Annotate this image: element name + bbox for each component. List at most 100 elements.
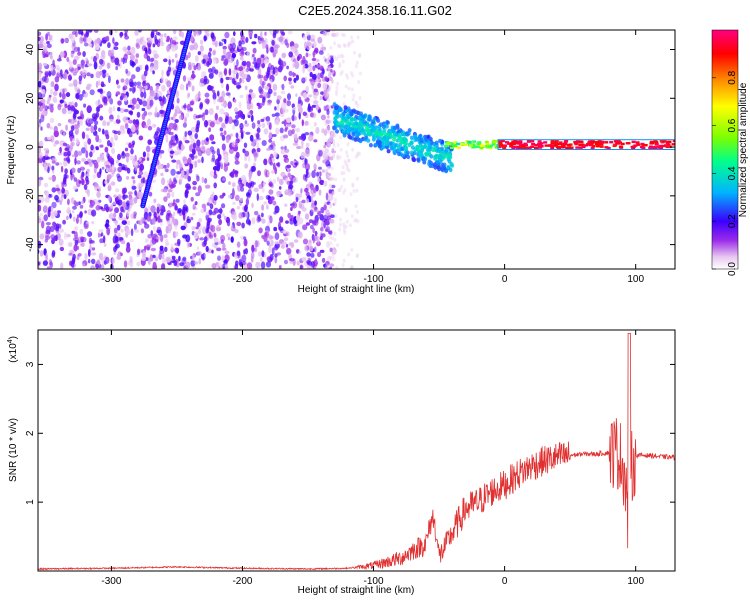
heatmap-cell xyxy=(77,150,82,156)
heatmap-cell xyxy=(57,103,62,111)
heatmap-cell xyxy=(48,193,53,198)
heatmap-cell xyxy=(221,55,227,59)
heatmap-cell xyxy=(231,141,236,148)
heatmap-cell xyxy=(534,147,538,150)
heatmap-cell xyxy=(245,37,249,43)
heatmap-cell xyxy=(125,246,131,253)
heatmap-cell xyxy=(217,214,222,220)
heatmap-cell xyxy=(232,69,238,75)
heatmap-cell xyxy=(351,39,355,44)
heatmap-cell xyxy=(261,234,266,239)
heatmap-cell xyxy=(302,63,306,69)
heatmap-cell xyxy=(515,140,520,143)
heatmap-cell xyxy=(60,194,64,203)
heatmap-cell xyxy=(131,60,135,68)
heatmap-cell xyxy=(280,90,286,95)
heatmap-cell xyxy=(276,117,280,126)
heatmap-cell xyxy=(125,68,128,74)
heatmap-cell xyxy=(310,209,317,213)
heatmap-cell xyxy=(419,138,424,143)
heatmap-cell xyxy=(200,253,205,260)
heatmap-cell xyxy=(285,231,290,237)
heatmap-cell xyxy=(247,182,252,189)
heatmap-cell xyxy=(98,199,102,203)
heatmap-cell xyxy=(280,30,284,35)
heatmap-cell xyxy=(319,179,325,186)
heatmap-cell xyxy=(128,119,133,124)
heatmap-cell xyxy=(117,194,122,200)
heatmap-cell xyxy=(295,74,299,81)
heatmap-cell xyxy=(196,175,200,182)
heatmap-cell xyxy=(163,58,168,63)
heatmap-cell xyxy=(135,103,141,110)
heatmap-cell xyxy=(379,122,383,127)
heatmap-cell xyxy=(196,120,201,127)
heatmap-cell xyxy=(290,46,295,50)
heatmap-cell xyxy=(59,69,63,77)
heatmap-cell xyxy=(316,240,321,247)
colorbar-tick-label: 0.2 xyxy=(727,214,738,228)
heatmap-cell xyxy=(166,242,170,246)
heatmap-cell xyxy=(313,246,317,253)
heatmap-cell xyxy=(333,237,337,242)
heatmap-cell xyxy=(206,61,210,67)
heatmap-cell xyxy=(215,224,221,232)
heatmap-cell xyxy=(269,183,273,187)
heatmap-cell xyxy=(45,252,48,259)
snr-y-label: SNR (10 * v/v) xyxy=(8,418,19,482)
heatmap-cell xyxy=(307,64,313,73)
heatmap-cell xyxy=(191,85,195,92)
heatmap-cell xyxy=(166,192,171,199)
heatmap-cell xyxy=(59,99,65,104)
heatmap-cell xyxy=(268,156,272,165)
heatmap-cell xyxy=(85,150,89,159)
heatmap-cell xyxy=(319,95,323,101)
heatmap-cell xyxy=(364,125,369,130)
heatmap-cell xyxy=(159,150,165,154)
heatmap-cell xyxy=(484,145,489,148)
heatmap-cell xyxy=(107,42,111,49)
heatmap-cell xyxy=(341,119,345,125)
heatmap-cell xyxy=(47,97,52,102)
heatmap-cell xyxy=(83,35,87,43)
heatmap-cell xyxy=(343,159,347,164)
heatmap-cell xyxy=(539,145,544,148)
heatmap-cell xyxy=(236,81,241,90)
heatmap-cell xyxy=(54,194,59,201)
heatmap-cell xyxy=(194,94,199,102)
heatmap-cell xyxy=(325,173,330,179)
heatmap-cell xyxy=(234,263,239,269)
heatmap-cell xyxy=(214,113,218,121)
heatmap-cell xyxy=(61,92,66,100)
heatmap-cell xyxy=(210,32,215,39)
heatmap-cell xyxy=(354,121,359,126)
heatmap-cell xyxy=(259,94,264,99)
heatmap-cell xyxy=(268,88,273,95)
heatmap-cell xyxy=(499,143,503,147)
heatmap-cell xyxy=(444,168,449,174)
heatmap-cell xyxy=(321,43,324,47)
heatmap-cell xyxy=(590,147,595,150)
heatmap-cell xyxy=(105,133,110,140)
heatmap-cell xyxy=(379,132,384,137)
heatmap-cell xyxy=(138,157,142,162)
heatmap-cell xyxy=(165,213,170,221)
heatmap-cell xyxy=(159,245,164,251)
heatmap-cell xyxy=(329,255,333,260)
snr-multiplier-close: ) xyxy=(8,336,19,339)
heatmap-cell xyxy=(153,133,159,140)
heatmap-cell xyxy=(300,133,307,141)
heatmap-cell xyxy=(343,230,347,235)
heatmap-cell xyxy=(198,257,202,265)
heatmap-cell xyxy=(526,147,531,150)
heatmap-cell xyxy=(161,177,166,186)
heatmap-cell xyxy=(74,102,78,108)
heatmap-cell xyxy=(106,174,112,180)
heatmap-cell xyxy=(431,147,436,153)
heatmap-cell xyxy=(130,228,134,237)
heatmap-cell xyxy=(314,258,318,266)
heatmap-cell xyxy=(113,227,118,234)
heatmap-cell xyxy=(122,46,127,52)
heatmap-cell xyxy=(211,249,214,254)
heatmap-cell xyxy=(235,139,238,148)
